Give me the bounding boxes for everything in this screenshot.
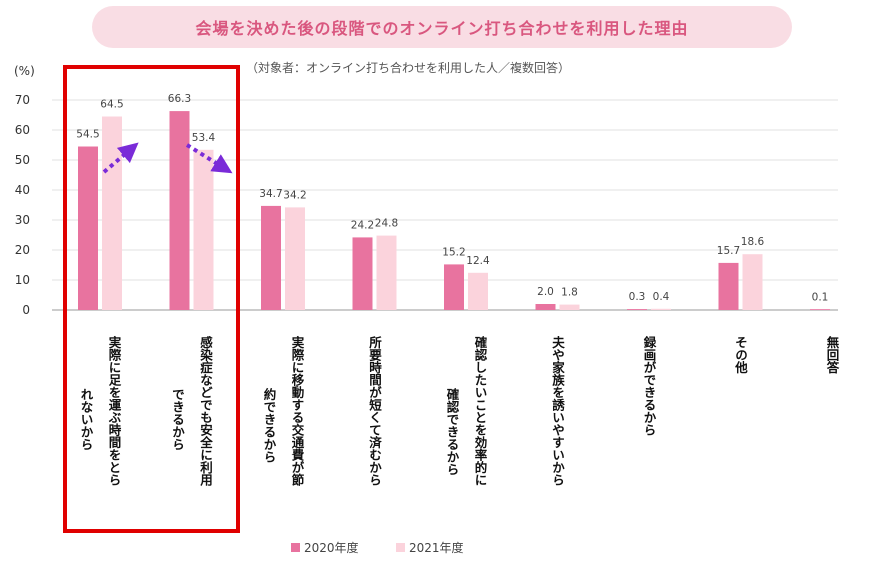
- legend-label-2021: 2021年度: [409, 540, 464, 555]
- y-axis-unit: (%): [14, 64, 35, 78]
- bar-2021-2: [285, 207, 305, 310]
- annotations: [63, 65, 240, 533]
- category-label-2: 約できるから: [262, 387, 277, 463]
- y-tick-label: 70: [15, 93, 30, 107]
- bar-2021-7: [742, 254, 763, 310]
- category-label-1: できるから: [170, 388, 185, 451]
- y-tick-label: 10: [15, 273, 30, 287]
- category-label-3: 所要時間が短くて済むから: [367, 335, 382, 486]
- data-label: 53.4: [192, 132, 216, 144]
- y-tick-label: 20: [15, 243, 30, 257]
- category-label-6: 録画ができるから: [642, 335, 657, 436]
- bar-2021-5: [559, 304, 580, 310]
- data-label: 2.0: [537, 286, 554, 298]
- chart-subtitle: （対象者：オンライン打ち合わせを利用した人／複数回答）: [246, 61, 571, 75]
- y-axis-ticks: (%) 0 10 20 30 40 50 60 70: [14, 64, 35, 317]
- category-label-8: 無回答: [825, 335, 840, 374]
- y-tick-label: 0: [22, 303, 30, 317]
- legend-swatch-2020: [291, 543, 300, 552]
- y-tick-label: 40: [15, 183, 30, 197]
- y-tick-label: 60: [15, 123, 30, 137]
- bar-2020-4: [444, 264, 464, 310]
- category-label-2: 実際に移動する交通費が節: [290, 335, 305, 487]
- data-label: 24.8: [375, 218, 398, 230]
- y-tick-label: 30: [15, 213, 30, 227]
- data-label: 54.5: [76, 129, 99, 141]
- bar-2020-6: [627, 309, 647, 310]
- category-label-5: 夫や家族を誘いやすいから: [550, 335, 565, 486]
- y-tick-label: 50: [15, 153, 30, 167]
- bar-2020-2: [261, 205, 281, 310]
- legend: 2020年度 2021年度: [291, 540, 464, 555]
- category-label-4: 確認できるから: [445, 387, 460, 476]
- data-labels: 54.5 64.5 66.3 53.4 34.7 34.2 24.2 24.8 15.212.4…: [76, 93, 828, 304]
- bar-2020-1: [169, 111, 190, 310]
- category-label-7: その他: [733, 336, 748, 374]
- legend-label-2020: 2020年度: [304, 540, 359, 555]
- highlight-box: [63, 65, 240, 533]
- bar-2020-8: [810, 309, 830, 310]
- bar-2021-6: [651, 308, 671, 310]
- data-label: 0.3: [629, 291, 646, 303]
- bars: [78, 111, 830, 310]
- increase-arrow: [102, 142, 139, 174]
- bar-2020-7: [718, 262, 739, 310]
- bar-2021-4: [468, 272, 488, 310]
- bar-2021-3: [376, 235, 397, 310]
- data-label: 0.1: [812, 292, 829, 304]
- data-label: 66.3: [168, 93, 191, 105]
- category-label-0: 実際に足を運ぶ時間をとら: [107, 335, 122, 486]
- data-label: 34.2: [283, 189, 306, 201]
- data-label: 1.8: [561, 287, 578, 299]
- data-label: 0.4: [653, 291, 670, 303]
- legend-swatch-2021: [396, 543, 405, 552]
- bar-2021-0: [102, 116, 122, 310]
- data-label: 15.7: [717, 245, 740, 257]
- data-label: 15.2: [442, 246, 465, 258]
- category-label-0: れないから: [79, 388, 94, 451]
- bar-2020-3: [352, 237, 373, 310]
- data-label: 34.7: [259, 188, 282, 200]
- category-label-4: 確認したいことを効率的に: [473, 335, 488, 486]
- bar-2021-1: [193, 149, 214, 310]
- data-label: 12.4: [466, 255, 490, 267]
- data-label: 18.6: [741, 236, 765, 248]
- chart-title: 会場を決めた後の段階でのオンライン打ち合わせを利用した理由: [92, 6, 792, 48]
- category-label-1: 感染症などでも安全に利用: [198, 335, 213, 487]
- data-label: 24.2: [351, 219, 374, 231]
- data-label: 64.5: [100, 99, 123, 111]
- bar-2020-5: [535, 304, 556, 310]
- bar-2020-0: [78, 146, 98, 310]
